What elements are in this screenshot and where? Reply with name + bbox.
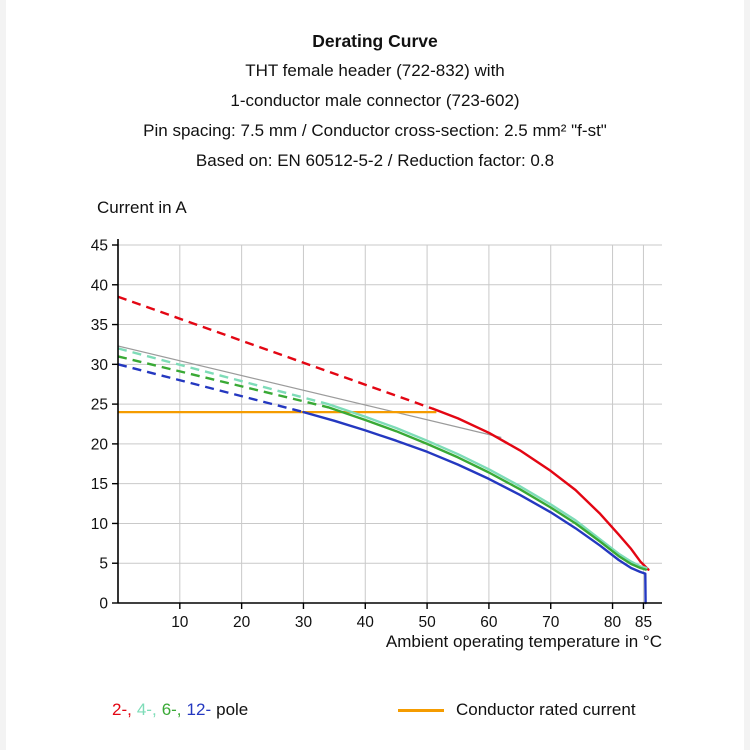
chart-header: Derating Curve THT female header (722-83… — [0, 26, 750, 176]
legend-pole-6: 6-, — [161, 700, 182, 719]
svg-text:10: 10 — [91, 516, 109, 533]
svg-text:35: 35 — [91, 317, 108, 334]
legend-pole-word: pole — [216, 700, 249, 719]
svg-text:10: 10 — [171, 614, 189, 631]
svg-text:5: 5 — [99, 556, 108, 573]
y-axis-title: Current in A — [97, 198, 187, 217]
chart-subtitle-1: THT female header (722-832) with — [245, 61, 505, 80]
svg-text:85: 85 — [635, 614, 652, 631]
legend-pole-4: 4-, — [136, 700, 157, 719]
svg-text:20: 20 — [233, 614, 251, 631]
legend-rated-label: Conductor rated current — [456, 700, 636, 719]
rated-current-line-swatch — [398, 708, 444, 712]
chart-subtitle-2: 1-conductor male connector (723-602) — [230, 91, 520, 110]
svg-text:25: 25 — [91, 397, 108, 414]
chart-subtitle-3: Pin spacing: 7.5 mm / Conductor cross-se… — [143, 121, 607, 140]
svg-text:70: 70 — [542, 614, 560, 631]
svg-text:0: 0 — [99, 596, 108, 613]
x-axis-title: Ambient operating temperature in °C — [385, 632, 662, 651]
page-right-margin — [744, 0, 750, 750]
svg-text:30: 30 — [91, 357, 109, 374]
legend-rated-current: Conductor rated current — [398, 700, 636, 720]
legend-pole-counts: 2-, 4-, 6-, 12- pole — [112, 700, 253, 720]
chart-subtitle-4: Based on: EN 60512-5-2 / Reduction facto… — [195, 151, 555, 170]
svg-text:15: 15 — [91, 476, 108, 493]
derating-curve-chart: 10 20 30 40 50 60 70 80 85 0 5 10 15 20 25 30 35 40 45 — [91, 238, 662, 631]
legend-pole-2: 2-, — [112, 700, 132, 719]
page-left-margin — [0, 0, 6, 750]
svg-text:80: 80 — [604, 614, 622, 631]
legend-pole-12: 12- — [186, 700, 212, 719]
svg-text:40: 40 — [91, 277, 109, 294]
chart-title: Derating Curve — [312, 31, 438, 51]
svg-text:60: 60 — [480, 614, 498, 631]
svg-text:50: 50 — [418, 614, 436, 631]
svg-text:40: 40 — [357, 614, 375, 631]
svg-text:30: 30 — [295, 614, 313, 631]
svg-text:45: 45 — [91, 238, 108, 255]
svg-text:20: 20 — [91, 436, 109, 453]
